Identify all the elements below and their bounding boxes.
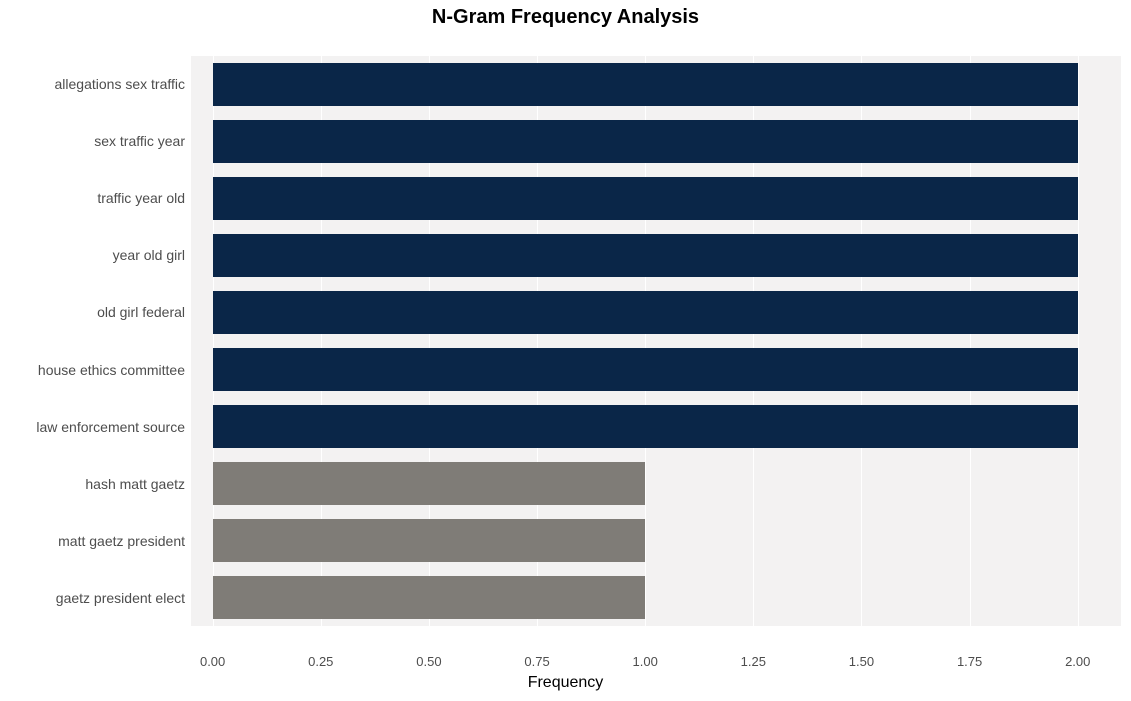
bar: [213, 291, 1078, 334]
x-gridline: [1078, 36, 1079, 646]
y-tick-label: hash matt gaetz: [85, 476, 185, 492]
x-tick-label: 0.25: [308, 654, 333, 669]
bar: [213, 177, 1078, 220]
x-tick-label: 2.00: [1065, 654, 1090, 669]
y-tick-label: old girl federal: [97, 304, 185, 320]
x-tick-label: 1.75: [957, 654, 982, 669]
bar: [213, 462, 646, 505]
y-tick-label: gaetz president elect: [56, 590, 185, 606]
x-tick-label: 1.25: [741, 654, 766, 669]
x-axis-title: Frequency: [0, 674, 1131, 692]
y-tick-label: allegations sex traffic: [55, 76, 185, 92]
bar: [213, 576, 646, 619]
y-tick-label: law enforcement source: [36, 419, 185, 435]
bar: [213, 234, 1078, 277]
ngram-frequency-chart: N-Gram Frequency Analysis Frequency alle…: [0, 0, 1131, 701]
y-tick-label: year old girl: [113, 247, 185, 263]
x-tick-label: 1.00: [633, 654, 658, 669]
bar: [213, 519, 646, 562]
bar: [213, 348, 1078, 391]
y-tick-label: matt gaetz president: [58, 533, 185, 549]
y-tick-label: traffic year old: [97, 190, 185, 206]
x-tick-label: 1.50: [849, 654, 874, 669]
bar: [213, 405, 1078, 448]
x-tick-label: 0.00: [200, 654, 225, 669]
chart-title: N-Gram Frequency Analysis: [0, 6, 1131, 29]
plot-area: [191, 36, 1121, 646]
x-tick-label: 0.75: [524, 654, 549, 669]
y-tick-label: sex traffic year: [94, 133, 185, 149]
bar: [213, 120, 1078, 163]
bar: [213, 63, 1078, 106]
x-tick-label: 0.50: [416, 654, 441, 669]
y-tick-label: house ethics committee: [38, 362, 185, 378]
